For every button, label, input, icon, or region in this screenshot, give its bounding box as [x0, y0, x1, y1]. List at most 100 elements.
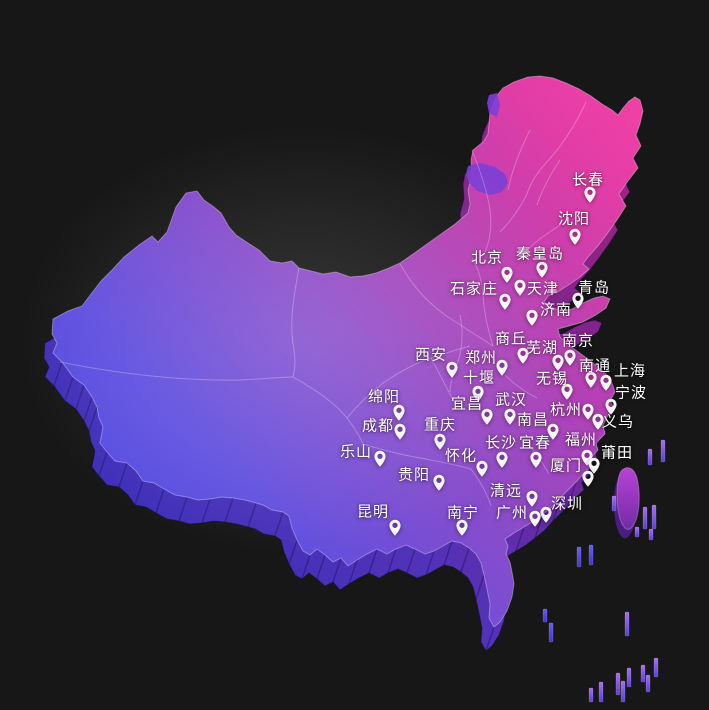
location-pin-icon: [585, 371, 597, 388]
location-pin-icon: [514, 279, 526, 296]
location-pin-icon: [552, 354, 564, 371]
city-pin-郑州[interactable]: [496, 359, 509, 376]
location-pin-icon: [547, 423, 559, 440]
light-glow-overlay: [20, 125, 590, 555]
city-pin-天津[interactable]: [514, 279, 527, 296]
city-label: 郑州: [464, 349, 498, 367]
city-label: 绵阳: [367, 388, 401, 406]
city-pin-南宁[interactable]: [456, 519, 469, 536]
location-pin-icon: [517, 347, 529, 364]
location-pin-icon: [588, 457, 600, 474]
city-label: 广州: [495, 504, 529, 522]
city-pin-杭州[interactable]: [582, 403, 595, 420]
city-label: 莆田: [600, 444, 634, 462]
city-pin-商丘[interactable]: [517, 347, 530, 364]
location-pin-icon: [504, 408, 516, 425]
city-pin-深圳[interactable]: [540, 506, 553, 523]
location-pin-icon: [529, 510, 541, 527]
location-pin-icon: [394, 423, 406, 440]
city-pin-西安[interactable]: [446, 361, 459, 378]
city-label: 石家庄: [449, 280, 499, 298]
location-pin-icon: [389, 519, 401, 536]
city-pin-宜春[interactable]: [530, 451, 543, 468]
city-label: 芜湖: [525, 339, 559, 357]
location-pin-icon: [476, 460, 488, 477]
city-pin-芜湖[interactable]: [552, 354, 565, 371]
location-pin-icon: [496, 359, 508, 376]
city-label: 济南: [539, 301, 573, 319]
city-label: 贵阳: [397, 466, 431, 484]
location-pin-icon: [374, 450, 386, 467]
city-pin-义乌[interactable]: [592, 413, 605, 430]
city-pin-重庆[interactable]: [434, 433, 447, 450]
location-pin-icon: [561, 383, 573, 400]
city-label: 无锡: [535, 370, 569, 388]
city-pin-怀化[interactable]: [476, 460, 489, 477]
city-label: 南通: [578, 357, 612, 375]
city-label: 福州: [564, 431, 598, 449]
city-pin-南通[interactable]: [585, 371, 598, 388]
city-pin-昆明[interactable]: [389, 519, 402, 536]
city-label: 商丘: [494, 330, 528, 348]
location-pin-icon: [456, 519, 468, 536]
city-pin-绵阳[interactable]: [393, 404, 406, 421]
city-pin-长春[interactable]: [584, 186, 597, 203]
city-pin-宜昌[interactable]: [481, 408, 494, 425]
city-label: 南昌: [516, 411, 550, 429]
city-pin-南京[interactable]: [564, 349, 577, 366]
city-label: 义乌: [601, 413, 635, 431]
city-pin-北京[interactable]: [501, 266, 514, 283]
city-label: 成都: [361, 417, 395, 435]
city-pin-无锡[interactable]: [561, 383, 574, 400]
location-pin-icon: [569, 228, 581, 245]
city-label: 上海: [613, 362, 647, 380]
location-pin-icon: [481, 408, 493, 425]
location-pin-icon: [501, 266, 513, 283]
city-label: 怀化: [444, 447, 478, 465]
city-pin-成都[interactable]: [394, 423, 407, 440]
city-pin-济南[interactable]: [526, 309, 539, 326]
location-pin-icon: [434, 433, 446, 450]
location-pin-icon: [393, 404, 405, 421]
city-label: 长沙: [484, 434, 518, 452]
city-pin-上海[interactable]: [600, 374, 613, 391]
city-pin-宁波[interactable]: [605, 398, 618, 415]
location-pin-icon: [540, 506, 552, 523]
location-pin-icon: [600, 374, 612, 391]
city-pin-青岛[interactable]: [572, 292, 585, 309]
city-label: 天津: [526, 280, 560, 298]
taiwan-island: [614, 467, 640, 539]
city-label: 北京: [470, 249, 504, 267]
city-label: 长春: [571, 171, 605, 189]
city-label: 宜春: [518, 434, 552, 452]
city-pin-武汉[interactable]: [504, 408, 517, 425]
city-pin-清远[interactable]: [526, 490, 539, 507]
location-pin-icon: [605, 398, 617, 415]
location-pin-icon: [526, 490, 538, 507]
city-pin-长沙[interactable]: [496, 451, 509, 468]
city-label: 杭州: [549, 401, 583, 419]
city-label: 沈阳: [557, 210, 591, 228]
city-label: 西安: [414, 346, 448, 364]
city-label: 宜昌: [450, 395, 484, 413]
city-pin-莆田[interactable]: [588, 457, 601, 474]
location-pin-icon: [584, 186, 596, 203]
city-pin-十堰[interactable]: [472, 385, 485, 402]
city-pin-石家庄[interactable]: [499, 293, 512, 310]
city-pin-秦皇岛[interactable]: [536, 261, 549, 278]
location-pin-icon: [582, 470, 594, 487]
location-pin-icon: [564, 349, 576, 366]
city-pin-广州[interactable]: [529, 510, 542, 527]
city-pin-沈阳[interactable]: [569, 228, 582, 245]
location-pin-icon: [572, 292, 584, 309]
city-pin-厦门[interactable]: [582, 470, 595, 487]
location-pin-icon: [496, 451, 508, 468]
city-pin-贵阳[interactable]: [433, 474, 446, 491]
city-label: 秦皇岛: [515, 245, 565, 263]
location-pin-icon: [530, 451, 542, 468]
city-label: 南京: [561, 332, 595, 350]
city-pin-乐山[interactable]: [374, 450, 387, 467]
city-pin-南昌[interactable]: [547, 423, 560, 440]
